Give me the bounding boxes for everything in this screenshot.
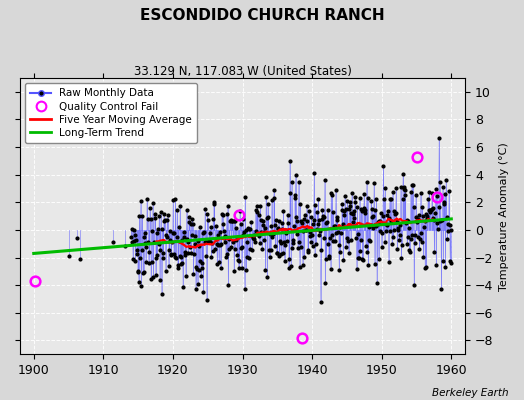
Title: 33.129 N, 117.083 W (United States): 33.129 N, 117.083 W (United States) — [134, 65, 352, 78]
Legend: Raw Monthly Data, Quality Control Fail, Five Year Moving Average, Long-Term Tren: Raw Monthly Data, Quality Control Fail, … — [25, 83, 198, 143]
Text: Berkeley Earth: Berkeley Earth — [432, 388, 508, 398]
Y-axis label: Temperature Anomaly (°C): Temperature Anomaly (°C) — [499, 142, 509, 290]
Text: ESCONDIDO CHURCH RANCH: ESCONDIDO CHURCH RANCH — [140, 8, 384, 23]
